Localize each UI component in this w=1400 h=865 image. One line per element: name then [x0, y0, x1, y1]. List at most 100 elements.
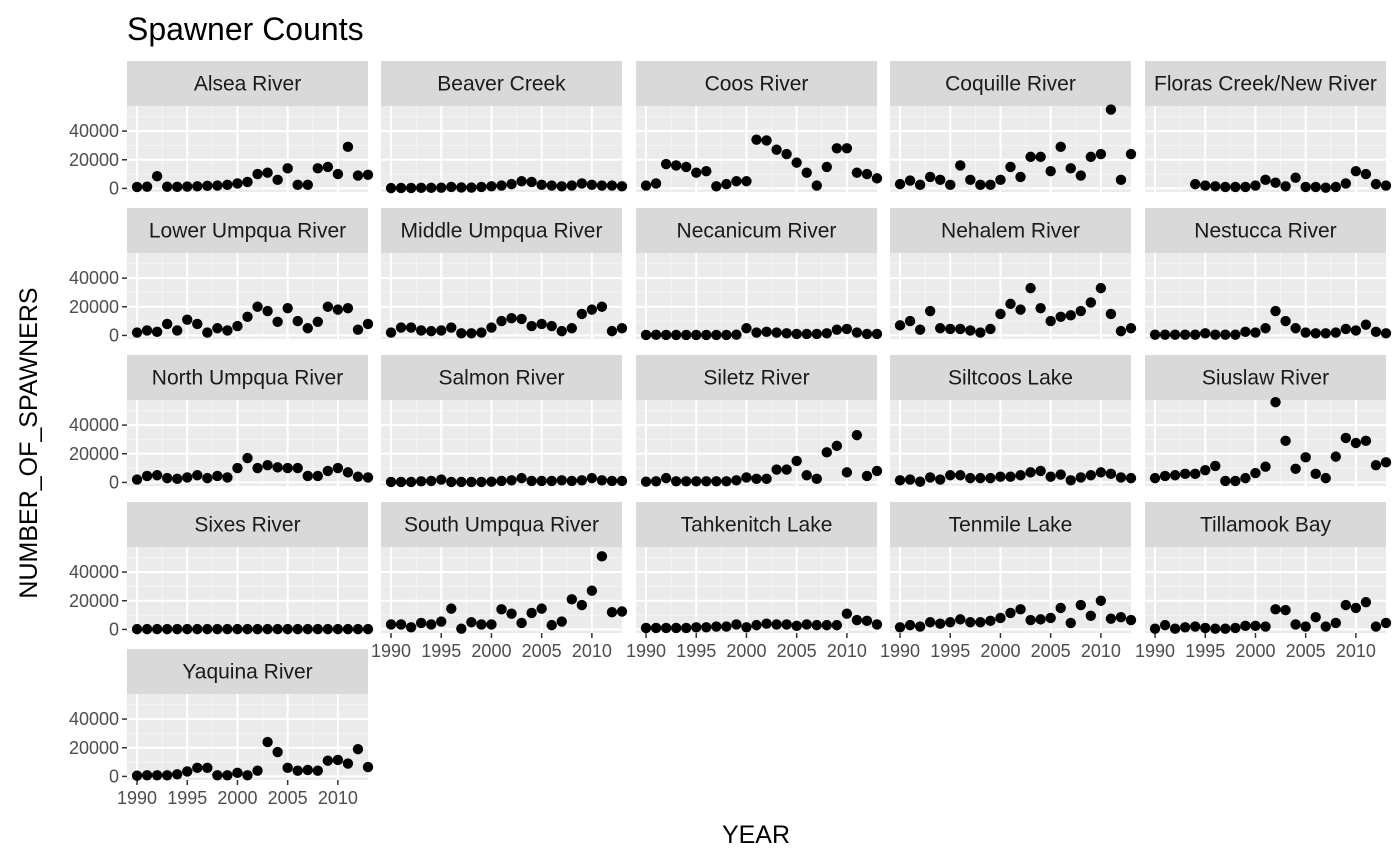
facet-strip [636, 61, 877, 106]
chart-title: Spawner Counts [127, 11, 364, 47]
data-point [566, 323, 577, 334]
data-point [272, 746, 283, 758]
data-point [985, 179, 996, 191]
data-point [711, 621, 722, 632]
data-point [282, 462, 293, 474]
data-point [681, 161, 692, 173]
facet-strip [1145, 208, 1386, 253]
data-point [751, 619, 762, 631]
data-point [924, 171, 936, 183]
data-point [606, 475, 618, 487]
x-tick-label: 2010 [1336, 641, 1376, 661]
data-point [576, 308, 588, 320]
data-point [262, 623, 273, 635]
data-point [322, 623, 334, 635]
data-point [914, 324, 926, 335]
data-point [212, 623, 223, 635]
data-point [965, 472, 976, 484]
data-point [761, 473, 772, 485]
data-point [182, 181, 193, 192]
data-point [446, 322, 457, 333]
data-point [362, 169, 374, 180]
data-point [965, 174, 976, 186]
data-point [415, 182, 427, 194]
data-point [332, 304, 344, 315]
data-point [1159, 619, 1171, 631]
data-point [995, 308, 1006, 320]
facet-strip [381, 502, 622, 547]
data-point [1095, 467, 1107, 478]
facet-strip-label: Lower Umpqua River [149, 220, 346, 243]
x-tick-label: 1990 [880, 641, 920, 661]
data-point [975, 472, 986, 484]
data-point [151, 171, 163, 182]
data-point [192, 623, 203, 635]
data-point [616, 475, 628, 487]
data-point [232, 178, 243, 189]
data-point [426, 619, 437, 630]
data-point [1045, 612, 1056, 624]
data-point [596, 551, 608, 562]
data-point [1115, 612, 1127, 623]
data-point [486, 322, 497, 333]
facet-strip-label: Tenmile Lake [949, 514, 1073, 537]
facet-panel: Lower Umpqua River 0 20000 40000 [69, 208, 374, 345]
data-point [322, 465, 334, 477]
data-point [670, 476, 682, 487]
data-point [904, 619, 916, 631]
data-point [385, 476, 397, 488]
facet-strip-label: Beaver Creek [437, 73, 566, 96]
data-point [1360, 319, 1372, 330]
data-point [202, 472, 213, 484]
data-point [292, 765, 303, 776]
data-point [556, 181, 567, 192]
data-point [466, 476, 477, 488]
data-point [151, 770, 163, 781]
data-point [731, 619, 742, 630]
data-point [801, 328, 812, 340]
data-point [395, 182, 407, 194]
data-point [1105, 104, 1117, 115]
data-point [1125, 614, 1137, 626]
data-point [496, 475, 507, 487]
data-point [1320, 621, 1331, 632]
facet-strip [636, 355, 877, 400]
data-point [945, 179, 956, 191]
data-point [202, 623, 213, 635]
data-point [791, 157, 802, 168]
data-point [955, 614, 966, 625]
data-point [262, 736, 273, 748]
data-point [172, 473, 183, 485]
data-point [640, 476, 652, 487]
data-point [526, 320, 537, 332]
data-point [202, 762, 213, 774]
data-point [761, 618, 772, 629]
data-point [1380, 457, 1392, 468]
x-tick-label: 1995 [1185, 641, 1225, 661]
data-point [385, 327, 397, 338]
data-point [446, 603, 457, 614]
data-point [1125, 148, 1137, 160]
data-point [466, 182, 477, 193]
data-point [566, 180, 577, 191]
facet-strip-label: Nestucca River [1194, 220, 1336, 243]
facet-strip [127, 649, 368, 694]
data-point [516, 617, 527, 629]
data-point [1075, 305, 1086, 317]
data-point [272, 462, 283, 473]
x-tick-label: 2000 [726, 641, 766, 661]
data-point [924, 305, 936, 317]
data-point [650, 622, 662, 634]
data-point [1065, 310, 1076, 321]
data-point [771, 327, 782, 338]
data-point [670, 160, 682, 171]
data-point [1260, 461, 1271, 472]
data-point [1250, 620, 1261, 632]
facet-panel: Tahkenitch Lake 1990 1995 2000 2005 2010 [626, 502, 883, 661]
data-point [302, 470, 313, 482]
data-point [342, 141, 354, 153]
data-point [546, 180, 557, 191]
data-point [586, 585, 598, 596]
data-point [841, 323, 853, 335]
data-point [1210, 623, 1221, 634]
